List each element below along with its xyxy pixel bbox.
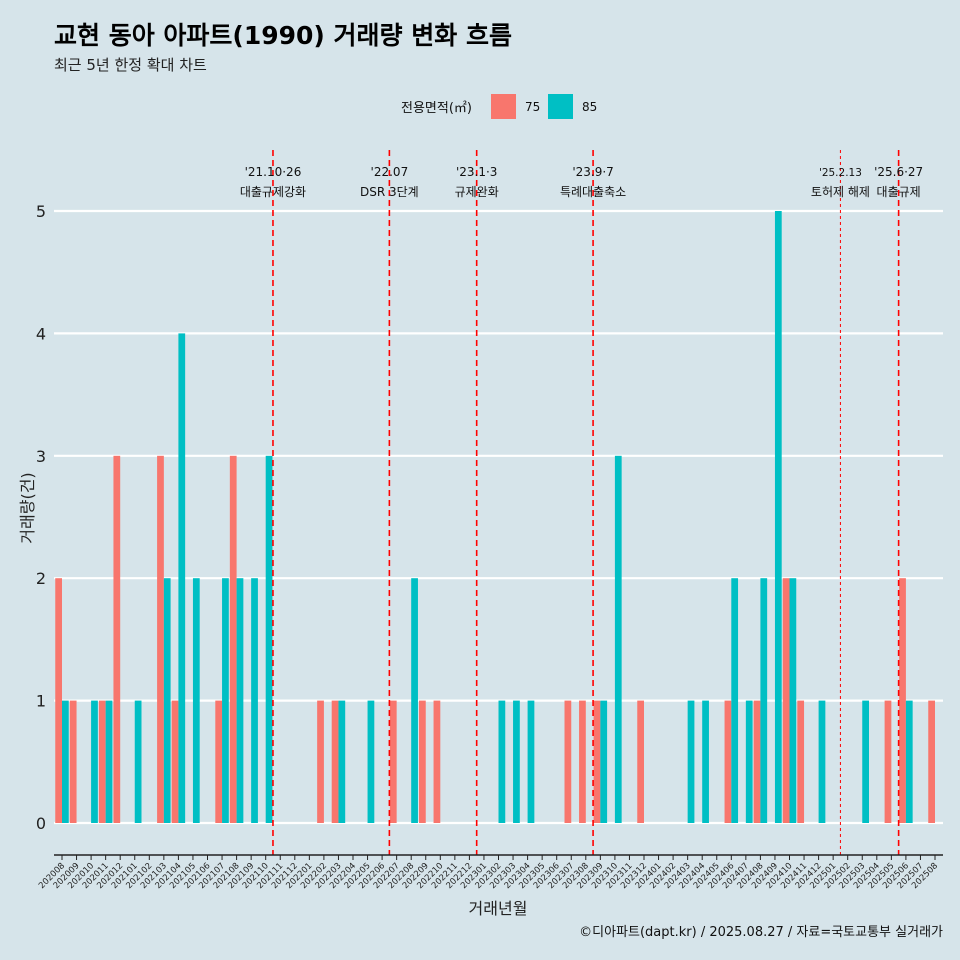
bar-85-202104: [178, 333, 186, 823]
bar-85-202203: [338, 700, 346, 823]
bar-75-202009: [69, 700, 77, 823]
legend: 전용면적(㎡) 75 85: [401, 94, 597, 119]
bar-85-202101: [134, 700, 142, 823]
event-date: '23.9·7: [572, 165, 613, 179]
bar-75-202508: [928, 700, 935, 823]
bar-85-202409: [774, 211, 782, 823]
bar-85-202010: [91, 700, 98, 823]
event-markers: '21.10·26 대출규제강화 '22.07 DSR 3단계 '23.1·3 규제완화 '…: [240, 150, 923, 855]
bar-75-202203: [331, 700, 339, 823]
event-date: '22.07: [371, 165, 409, 179]
y-tick-label: 2: [36, 569, 46, 588]
bar-75-202207: [389, 700, 397, 823]
bar-75-202107: [215, 700, 223, 823]
bar-85-202103: [163, 578, 171, 823]
bar-85-202408: [760, 578, 768, 823]
bar-75-202506: [899, 578, 906, 823]
y-tick-label: 0: [36, 814, 46, 833]
legend-label-75: 75: [525, 100, 540, 114]
bar-85-202506: [905, 700, 913, 823]
bar-85-202410: [789, 578, 797, 823]
bar-75-202012: [113, 455, 121, 823]
y-tick-label: 4: [36, 324, 46, 343]
bar-85-202304: [527, 700, 535, 823]
bar-75-202406: [724, 700, 732, 823]
x-axis: 2020082020092020102020112020122021012021…: [37, 854, 943, 891]
bar-75-202307: [564, 700, 572, 823]
event-date: '25.2.13: [819, 167, 862, 179]
legend-swatch-85: [548, 94, 573, 119]
bar-75-202103: [157, 455, 164, 823]
bar-75-202202: [317, 700, 324, 823]
chart-subtitle: 최근 5년 한정 확대 차트: [54, 56, 207, 74]
legend-label-85: 85: [582, 100, 597, 114]
bar-85-202310: [614, 455, 622, 823]
bar-85-202105: [192, 578, 200, 823]
y-tick-label: 5: [36, 202, 46, 221]
bar-85-202503: [862, 700, 869, 823]
event-label: DSR 3단계: [360, 185, 419, 199]
event-date: '25.6·27: [874, 165, 923, 179]
event-date: '21.10·26: [245, 165, 302, 179]
bar-75-202309: [593, 700, 601, 823]
event-label: 규제완화: [455, 185, 499, 199]
bar-85-202205: [367, 700, 375, 823]
bar-75-202411: [797, 700, 805, 823]
bar-85-202208: [411, 578, 418, 823]
bar-75-202108: [229, 455, 237, 823]
bars: [55, 211, 935, 823]
bar-75-202408: [753, 700, 761, 823]
bar-85-202011: [105, 700, 113, 823]
chart-title: 교현 동아 아파트(1990) 거래량 변화 흐름: [54, 21, 512, 50]
bar-75-202209: [419, 700, 426, 823]
bar-85-202309: [600, 700, 608, 823]
legend-title: 전용면적(㎡): [401, 101, 472, 116]
bar-85-202109: [251, 578, 258, 823]
bar-85-202404: [702, 700, 709, 823]
bar-75-202308: [579, 700, 586, 823]
y-axis-label: 거래량(건): [18, 472, 37, 543]
bar-75-202312: [637, 700, 644, 823]
bar-85-202412: [818, 700, 826, 823]
bar-85-202403: [687, 700, 695, 823]
bar-75-202505: [884, 700, 892, 823]
bar-75-202210: [433, 700, 441, 823]
bar-85-202407: [745, 700, 753, 823]
bar-75-202008: [55, 578, 62, 823]
bar-75-202011: [98, 700, 106, 823]
event-date: '23.1·3: [456, 165, 497, 179]
bar-75-202410: [782, 578, 790, 823]
y-tick-label: 1: [36, 692, 46, 711]
bar-85-202110: [265, 455, 273, 823]
caption: ©디아파트(dapt.kr) / 2025.08.27 / 자료=국토교통부 실…: [579, 925, 943, 940]
event-label: 대출규제강화: [240, 185, 306, 199]
legend-swatch-75: [491, 94, 516, 119]
bar-85-202406: [731, 578, 739, 823]
event-label: 대출규제: [877, 185, 921, 199]
y-tick-label: 3: [36, 447, 46, 466]
bar-85-202107: [222, 578, 229, 823]
bar-85-202303: [513, 700, 520, 823]
bar-85-202302: [498, 700, 506, 823]
event-label: 토허제 해제: [811, 185, 870, 199]
bar-85-202108: [236, 578, 244, 823]
x-axis-label: 거래년월: [469, 899, 528, 918]
event-label: 특례대출축소: [560, 185, 626, 199]
bar-75-202104: [171, 700, 179, 823]
bar-85-202008: [62, 700, 69, 823]
